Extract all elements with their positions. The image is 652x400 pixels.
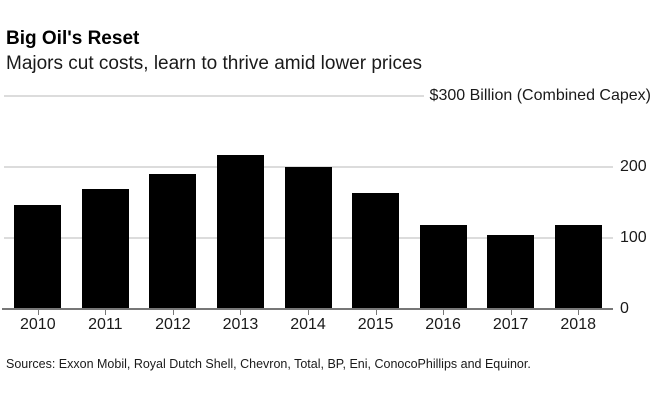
top-reference-line	[4, 95, 424, 97]
x-tick-2010	[37, 310, 39, 315]
bar-2011	[81, 189, 129, 309]
x-tick-label-2015: 2015	[357, 316, 394, 333]
plot-area	[4, 96, 613, 309]
x-tick-2016	[443, 310, 445, 315]
x-tick-label-2012: 2012	[155, 316, 191, 333]
x-tick-2018	[578, 310, 580, 315]
x-tick-label-2013: 2013	[222, 316, 259, 333]
x-tick-2015	[375, 310, 377, 315]
bar-2012	[149, 174, 197, 309]
x-tick-2012	[172, 310, 174, 315]
bar-2014	[284, 167, 332, 309]
x-tick-2013	[240, 310, 242, 315]
y-tick-label-100: 100	[620, 229, 647, 246]
x-tick-label-2010: 2010	[20, 316, 56, 333]
x-tick-label-2017: 2017	[492, 316, 529, 333]
x-tick-2014	[308, 310, 309, 315]
x-tick-label-2011: 2011	[88, 316, 123, 333]
y-axis-unit-label: $300 Billion (Combined Capex)	[429, 87, 651, 104]
x-tick-label-2018: 2018	[560, 316, 596, 333]
x-tick-label-2016: 2016	[425, 316, 461, 333]
bar-2018	[554, 225, 602, 309]
y-tick-label-0: 0	[620, 300, 629, 317]
bar-2013	[216, 154, 264, 309]
sources-note: Sources: Exxon Mobil, Royal Dutch Shell,…	[6, 357, 531, 371]
x-axis-line	[2, 308, 613, 310]
bar-2015	[352, 192, 400, 309]
x-tick-2011	[105, 310, 107, 315]
bar-2017	[487, 235, 535, 309]
bar-2010	[14, 205, 62, 309]
y-tick-label-200: 200	[620, 158, 647, 175]
x-tick-2017	[510, 310, 512, 315]
bar-2016	[419, 225, 467, 309]
chart-subtitle: Majors cut costs, learn to thrive amid l…	[6, 53, 423, 74]
x-tick-label-2014: 2014	[290, 316, 326, 333]
chart-title: Big Oil's Reset	[6, 28, 140, 49]
